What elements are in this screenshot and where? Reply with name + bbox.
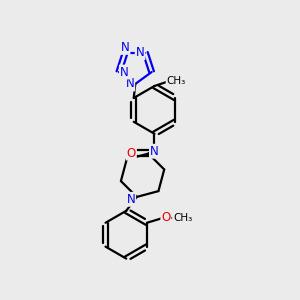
Text: CH₃: CH₃	[167, 76, 186, 85]
Text: N: N	[136, 46, 144, 59]
Text: O: O	[127, 147, 136, 160]
Text: O: O	[161, 211, 171, 224]
Text: N: N	[150, 145, 159, 158]
Text: N: N	[126, 193, 135, 206]
Text: N: N	[121, 41, 130, 54]
Text: CH₃: CH₃	[173, 213, 192, 223]
Text: N: N	[120, 66, 129, 79]
Text: N: N	[125, 77, 134, 91]
